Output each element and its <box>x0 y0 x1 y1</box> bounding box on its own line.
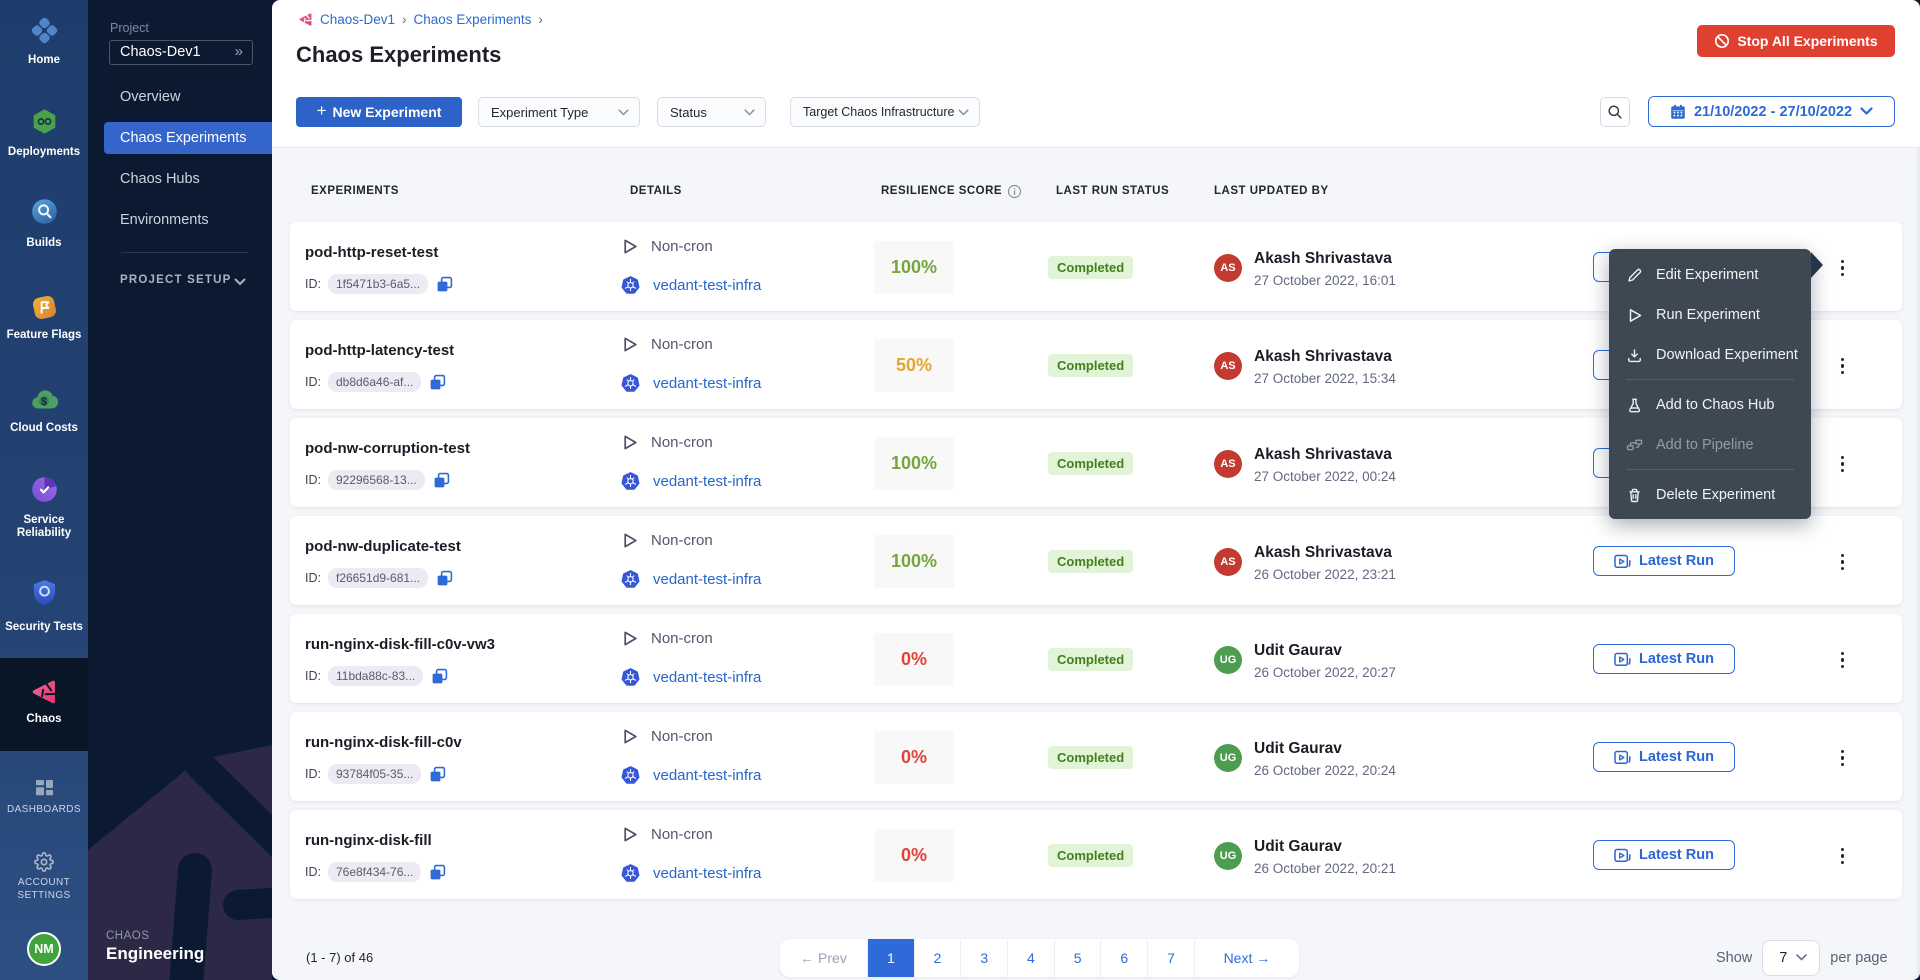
svg-text:$: $ <box>41 396 47 408</box>
